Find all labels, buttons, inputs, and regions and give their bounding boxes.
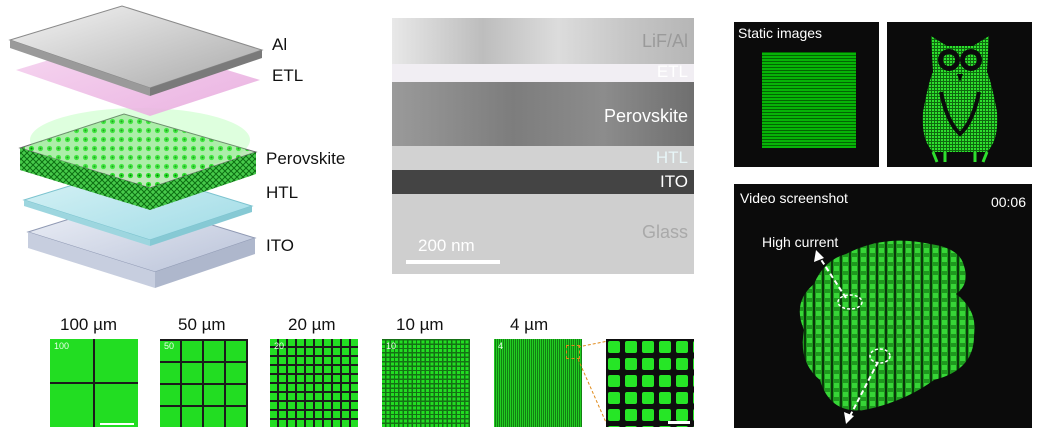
- al-layer: [8, 5, 264, 96]
- tile-badge-50: 50: [164, 341, 175, 351]
- tile-label-20: 20 µm: [288, 315, 336, 334]
- static-image-square: Static images: [734, 22, 879, 167]
- zoom-connector-lines: [578, 340, 608, 428]
- label-al: Al: [272, 35, 288, 54]
- static-image-owl: [887, 22, 1032, 167]
- pixel-tile-10: 10: [382, 339, 470, 427]
- sem-ito-band: [392, 170, 694, 194]
- sem-htl-band: [392, 146, 694, 170]
- pixel-tile-20: 20: [270, 339, 358, 427]
- video-timestamp: 00:06: [990, 194, 1026, 210]
- sem-label-etl: ETL: [656, 62, 688, 81]
- label-perovskite: Perovskite: [266, 149, 346, 168]
- pixel-tile-100: 100: [50, 339, 138, 427]
- video-title: Video screenshot: [740, 190, 848, 206]
- label-ito: ITO: [266, 236, 295, 255]
- high-current-annotation: High current: [762, 234, 839, 250]
- static-square-pattern: [762, 52, 856, 148]
- tile-label-100: 100 µm: [60, 315, 118, 334]
- tile-badge-20: 20: [274, 341, 285, 351]
- device-stack-illustration: [8, 5, 264, 288]
- sem-label-perovskite: Perovskite: [603, 106, 688, 126]
- zoom-region-box: [566, 345, 580, 359]
- tile-grid-rows: [270, 339, 358, 427]
- sem-perovskite-band: [392, 82, 694, 146]
- tile-badge-10: 10: [386, 341, 397, 351]
- sem-cross-section: LiF/Al ETL Perovskite HTL ITO Glass 200 …: [392, 18, 694, 274]
- sem-label-lifal: LiF/Al: [641, 31, 688, 51]
- pixel-tile-4: 4: [494, 339, 582, 427]
- tile-label-4: 4 µm: [510, 315, 549, 334]
- tile-label-50: 50 µm: [178, 315, 226, 334]
- zoom-scale-bar: [668, 421, 690, 424]
- label-htl: HTL: [266, 183, 299, 202]
- sem-etl-band: [392, 64, 694, 82]
- tile-scale-bar: [100, 423, 134, 425]
- tile-grid-rows: [160, 339, 248, 427]
- sem-label-ito: ITO: [659, 172, 688, 191]
- sem-scale-bar-label: 200 nm: [418, 236, 475, 255]
- tile-badge-100: 100: [54, 341, 70, 351]
- sem-label-htl: HTL: [655, 148, 688, 167]
- pixel-tile-50: 50: [160, 339, 248, 427]
- video-emission-map: [799, 240, 975, 424]
- video-screenshot: Video screenshot 00:06 High current: [734, 184, 1032, 428]
- perovskite-layer: [18, 108, 258, 210]
- tile-grid-rows: [382, 339, 470, 427]
- sem-scale-bar: [406, 260, 500, 264]
- tile-label-10: 10 µm: [396, 315, 444, 334]
- zoom-pixel-grid: [606, 339, 694, 427]
- sem-lifal-band: [392, 18, 694, 64]
- tile-badge-4: 4: [498, 341, 504, 351]
- pixel-tile-zoom: [606, 339, 694, 427]
- label-etl: ETL: [272, 66, 304, 85]
- owl-icon: [922, 36, 998, 163]
- static-images-title: Static images: [738, 25, 823, 41]
- sem-label-glass: Glass: [641, 222, 688, 242]
